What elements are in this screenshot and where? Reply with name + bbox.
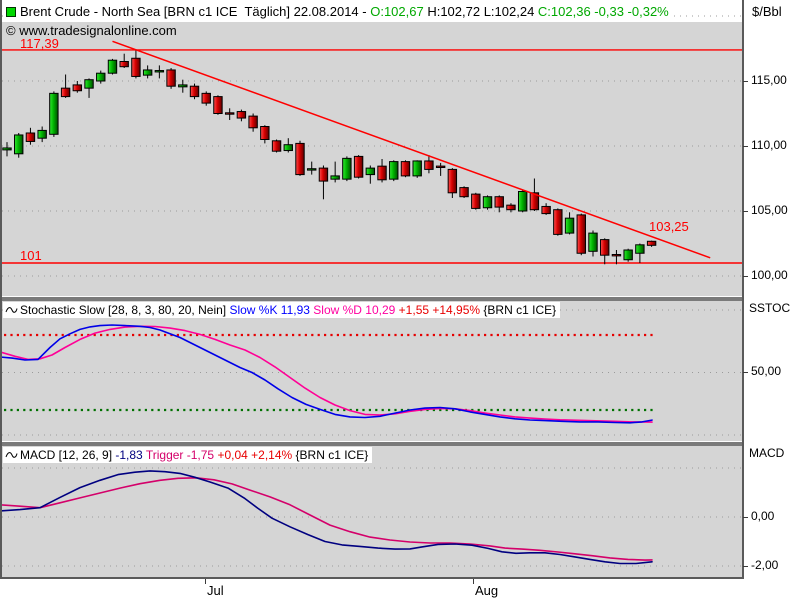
axis-tick [743, 372, 748, 373]
header-segment: O:102,67 [370, 4, 428, 19]
header-segment: Trigger -1,75 [145, 448, 218, 462]
header-segment: +0,04 +2,14% [217, 448, 296, 462]
month-label-aug: Aug [475, 583, 499, 598]
macd-header-text: MACD [12, 26, 9] -1,83 Trigger -1,75 +0,… [20, 448, 368, 462]
price-axis-label: 105,00 [751, 203, 788, 217]
panel-separator[interactable] [0, 441, 744, 446]
copyright-label: © www.tradesignalonline.com [6, 23, 177, 38]
resistance-level-label: 117,39 [20, 36, 59, 51]
header-segment: Slow %K 11,93 [229, 303, 314, 317]
axis-tick [743, 211, 748, 212]
header-segment: C:102,36 -0,33 -0,32% [537, 4, 669, 19]
chart-title[interactable]: Brent Crude - North Sea [BRN c1 ICE Tägl… [6, 4, 673, 19]
trendline-value-label: 103,25 [649, 219, 689, 234]
macd-axis-label: -2,00 [751, 558, 779, 572]
axis-tick [743, 566, 748, 567]
indicator-curve-icon [5, 452, 18, 458]
header-segment: Slow %D 10,29 [313, 303, 399, 317]
axis-tick [743, 81, 748, 82]
price-axis-label: 100,00 [751, 268, 788, 282]
axis-tick [743, 146, 748, 147]
time-axis-tick [205, 579, 206, 584]
macd-pane-label: MACD [749, 446, 785, 460]
header-segment: +1,55 +14,95% [398, 303, 484, 317]
stochastic-pane-label: SSTOC [749, 301, 791, 315]
header-segment: -1,83 [115, 448, 146, 462]
axis-tick [743, 517, 748, 518]
header-segment: MACD [12, 26, 9] [20, 448, 116, 462]
panel-separator[interactable] [0, 296, 744, 301]
header-segment: {BRN c1 ICE} [295, 448, 369, 462]
header-segment: {BRN c1 ICE} [483, 303, 557, 317]
price-axis-label: 110,00 [751, 138, 787, 152]
macd-indicator-header[interactable]: MACD [12, 26, 9] -1,83 Trigger -1,75 +0,… [3, 447, 373, 463]
time-axis-tick [473, 579, 474, 584]
price-axis-label: 115,00 [751, 73, 787, 87]
support-level-label: 101 [20, 248, 42, 263]
header-segment: Brent Crude - North Sea [BRN c1 ICE Tägl… [20, 4, 371, 19]
stochastic-header-text: Stochastic Slow [28, 8, 3, 80, 20, Nein]… [20, 303, 556, 317]
month-label-jul: Jul [207, 583, 224, 598]
price-axis-line [742, 0, 744, 579]
indicator-curve-icon [5, 307, 18, 313]
chart-left-border [0, 0, 2, 579]
macd-axis-label: 0,00 [751, 509, 775, 523]
axis-tick [743, 276, 748, 277]
stochastic-indicator-header[interactable]: Stochastic Slow [28, 8, 3, 80, 20, Nein]… [3, 302, 561, 318]
header-segment: Stochastic Slow [28, 8, 3, 80, 20, Nein] [20, 303, 230, 317]
instrument-icon [6, 6, 16, 17]
header-segment: H:102,72 L:102,24 [427, 4, 538, 19]
stochastic-axis-label: 50,00 [751, 364, 782, 378]
unit-label: $/Bbl [752, 4, 782, 19]
chart-bottom-border [0, 577, 744, 579]
title-text: Brent Crude - North Sea [BRN c1 ICE Tägl… [20, 4, 669, 19]
